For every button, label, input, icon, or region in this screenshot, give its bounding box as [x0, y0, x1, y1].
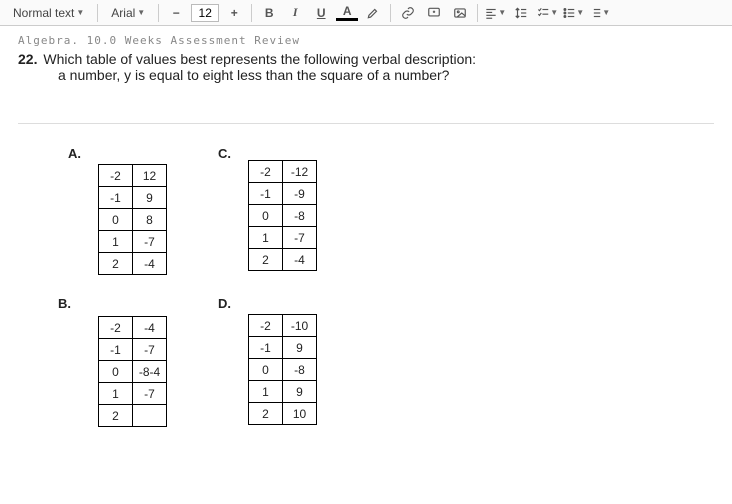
separator	[477, 4, 478, 22]
table-row: 2-4	[99, 253, 167, 275]
chevron-down-icon: ▼	[76, 8, 84, 17]
option-label-c: C.	[218, 146, 231, 161]
separator	[251, 4, 252, 22]
table-row: -19	[249, 337, 317, 359]
chevron-down-icon: ▼	[137, 8, 145, 17]
table-row: 0-8-4	[99, 361, 167, 383]
table-c: -2-12 -1-9 0-8 1-7 2-4	[248, 160, 317, 271]
document-page: Algebra. 10.0 Weeks Assessment Review 22…	[0, 26, 732, 504]
chevron-down-icon: ▼	[602, 8, 610, 17]
insert-image-button[interactable]	[449, 3, 471, 23]
table-row: 2-4	[249, 249, 317, 271]
italic-button[interactable]: I	[284, 3, 306, 23]
paragraph-style-dropdown[interactable]: Normal text ▼	[6, 3, 91, 23]
font-family-label: Arial	[111, 6, 135, 20]
table-row: 2	[99, 405, 167, 427]
add-comment-button[interactable]	[423, 3, 445, 23]
numbered-list-icon	[588, 6, 602, 20]
bold-button[interactable]: B	[258, 3, 280, 23]
answer-options-area: A. C. B. D. -212 -19 08 1-7 2-4 -2-12 -1…	[18, 136, 714, 456]
chevron-down-icon: ▼	[550, 8, 558, 17]
separator	[390, 4, 391, 22]
bulleted-list-button[interactable]: ▼	[562, 3, 584, 23]
table-row: 0-8	[249, 359, 317, 381]
option-label-a: A.	[68, 146, 81, 161]
paragraph-style-label: Normal text	[13, 6, 74, 20]
formatting-toolbar: Normal text ▼ Arial ▼ − + B I U A ▼ ▼ ▼	[0, 0, 732, 26]
highlight-button[interactable]	[362, 3, 384, 23]
align-left-icon	[484, 6, 498, 20]
separator	[97, 4, 98, 22]
align-button[interactable]: ▼	[484, 3, 506, 23]
font-family-dropdown[interactable]: Arial ▼	[104, 3, 152, 23]
table-d: -2-10 -19 0-8 19 210	[248, 314, 317, 425]
question-line2: a number, y is equal to eight less than …	[58, 67, 449, 83]
question-number: 22.	[18, 51, 37, 67]
image-icon	[453, 6, 467, 20]
table-b: -2-4 -1-7 0-8-4 1-7 2	[98, 316, 167, 427]
line-spacing-button[interactable]	[510, 3, 532, 23]
table-row: -212	[99, 165, 167, 187]
table-row: 1-7	[99, 383, 167, 405]
table-row: 08	[99, 209, 167, 231]
table-row: 1-7	[249, 227, 317, 249]
table-row: -1-9	[249, 183, 317, 205]
comment-icon	[427, 6, 441, 20]
option-label-b: B.	[58, 296, 71, 311]
table-row: -19	[99, 187, 167, 209]
table-row: 19	[249, 381, 317, 403]
numbered-list-button[interactable]: ▼	[588, 3, 610, 23]
increase-font-button[interactable]: +	[223, 3, 245, 23]
table-row: -2-12	[249, 161, 317, 183]
table-row: -2-10	[249, 315, 317, 337]
table-row: 210	[249, 403, 317, 425]
table-row: -1-7	[99, 339, 167, 361]
text-color-button[interactable]: A	[336, 4, 358, 21]
highlighter-icon	[366, 6, 380, 20]
document-crumb: Algebra. 10.0 Weeks Assessment Review	[18, 34, 714, 47]
line-spacing-icon	[514, 6, 528, 20]
underline-button[interactable]: U	[310, 3, 332, 23]
insert-link-button[interactable]	[397, 3, 419, 23]
option-label-d: D.	[218, 296, 231, 311]
table-row: 0-8	[249, 205, 317, 227]
separator	[158, 4, 159, 22]
checklist-button[interactable]: ▼	[536, 3, 558, 23]
decrease-font-button[interactable]: −	[165, 3, 187, 23]
table-a: -212 -19 08 1-7 2-4	[98, 164, 167, 275]
chevron-down-icon: ▼	[498, 8, 506, 17]
table-row: -2-4	[99, 317, 167, 339]
link-icon	[401, 6, 415, 20]
question-block: 22. Which table of values best represent…	[18, 51, 714, 83]
chevron-down-icon: ▼	[576, 8, 584, 17]
bulleted-list-icon	[562, 6, 576, 20]
font-size-input[interactable]	[191, 4, 219, 22]
question-line1: Which table of values best represents th…	[43, 51, 476, 67]
table-row: 1-7	[99, 231, 167, 253]
divider	[18, 123, 714, 124]
checklist-icon	[536, 6, 550, 20]
